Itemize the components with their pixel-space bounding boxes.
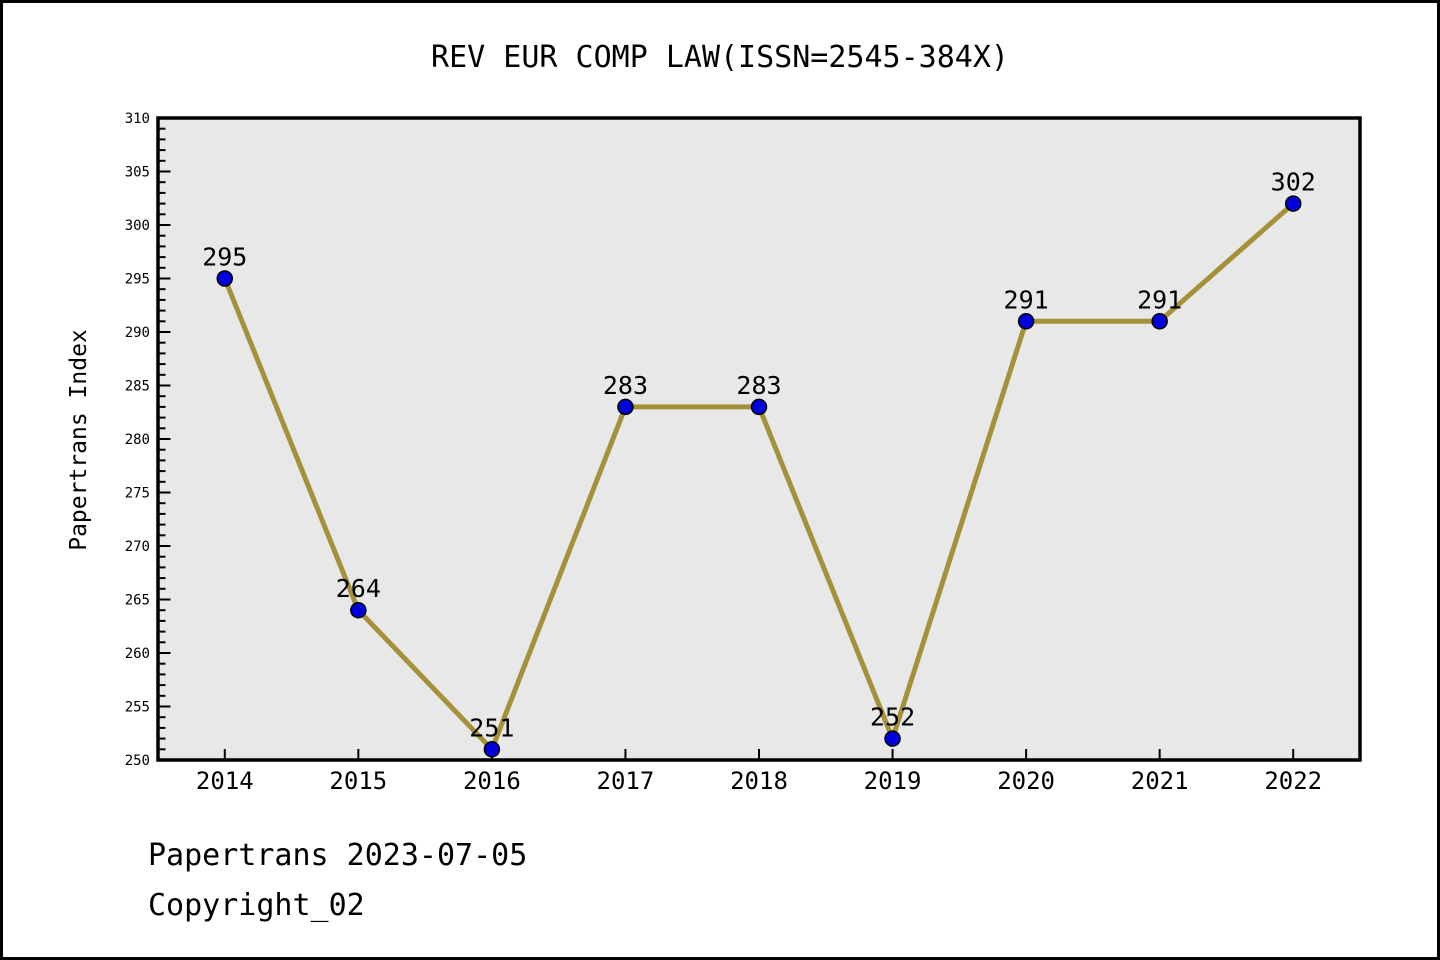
y-tick-label: 250 [125, 753, 150, 769]
y-tick-label: 260 [125, 646, 150, 662]
y-tick-label: 265 [125, 593, 150, 609]
data-point-marker [350, 601, 367, 619]
data-point-marker [216, 270, 234, 287]
y-tick-label: 295 [125, 272, 150, 288]
x-tick-label: 2019 [864, 767, 922, 795]
data-point-marker [1151, 313, 1168, 330]
data-point-marker [884, 730, 901, 747]
x-tick-label: 2021 [1131, 767, 1189, 795]
y-tick-label: 270 [125, 539, 150, 555]
data-point-label: 295 [202, 243, 247, 272]
data-point-marker [1017, 313, 1035, 330]
y-tick-label: 285 [125, 379, 150, 395]
y-tick-label: 310 [125, 111, 150, 127]
data-point-label: 283 [736, 371, 781, 400]
data-point-marker [750, 398, 768, 416]
y-tick-label: 305 [125, 165, 150, 181]
data-point-label: 291 [1137, 285, 1182, 314]
y-tick-label: 255 [125, 700, 150, 716]
x-tick-label: 2022 [1264, 767, 1322, 795]
data-point-marker [617, 398, 634, 416]
y-tick-label: 280 [125, 432, 150, 448]
data-point-label: 252 [870, 703, 915, 732]
y-tick-label: 290 [125, 325, 150, 341]
data-point-label: 283 [603, 371, 648, 400]
x-tick-label: 2018 [730, 767, 788, 795]
data-point-marker [1284, 195, 1302, 212]
y-tick-label: 275 [125, 486, 150, 502]
data-point-label: 291 [1004, 285, 1049, 314]
data-point-label: 302 [1271, 168, 1316, 197]
plot-area [158, 118, 1360, 760]
y-axis-label: Papertrans Index [66, 329, 92, 551]
x-tick-label: 2020 [997, 767, 1055, 795]
footer-copyright: Copyright_02 [148, 888, 365, 923]
x-tick-label: 2017 [597, 767, 655, 795]
footer-date: Papertrans 2023-07-05 [148, 838, 528, 873]
x-tick-label: 2016 [463, 767, 521, 795]
data-point-marker [483, 741, 501, 758]
x-tick-label: 2014 [196, 767, 254, 795]
x-tick-label: 2015 [329, 767, 387, 795]
chart-title: REV EUR COMP LAW(ISSN=2545-384X) [431, 40, 1009, 75]
data-point-label: 251 [469, 713, 514, 742]
data-point-label: 264 [336, 574, 381, 603]
y-tick-label: 300 [125, 218, 150, 234]
plot-border [156, 116, 1362, 762]
